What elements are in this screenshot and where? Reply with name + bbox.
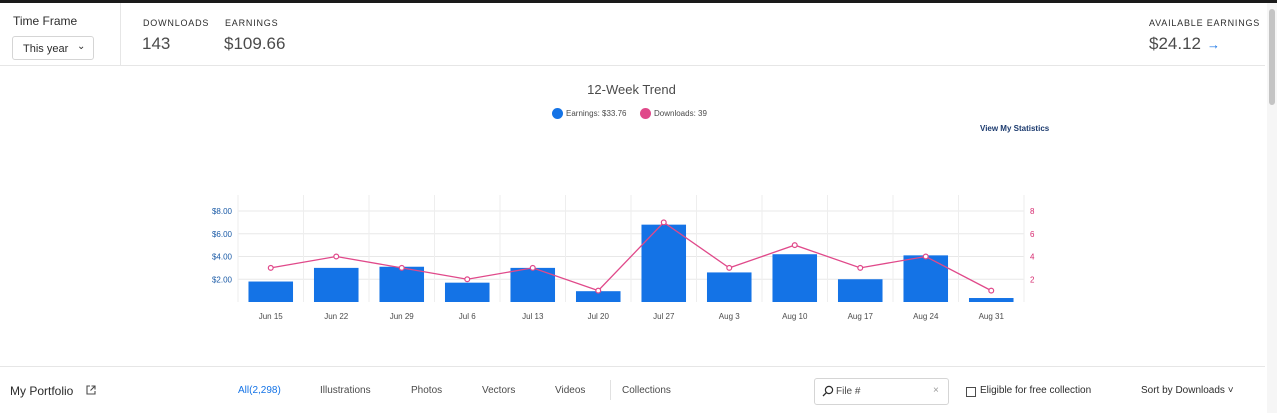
y-tick-left: $6.00 [212,230,233,239]
tab-all[interactable]: All(2,298) [238,385,281,396]
legend-downloads-dot [640,108,651,119]
time-frame-select[interactable]: This year ⌄ [12,36,94,60]
time-frame-label: Time Frame [13,14,78,28]
stats-bar: Time Frame This year ⌄ DOWNLOADS 143 EAR… [0,3,1265,66]
x-tick-label: Jul 27 [653,312,675,321]
search-icon [822,385,834,397]
earnings-bar [772,254,818,302]
earnings-bar [248,281,294,302]
arrow-right-icon: → [1207,37,1220,52]
tab-divider [610,380,611,400]
x-tick-label: Jul 6 [459,312,476,321]
scrollbar[interactable] [1267,3,1277,413]
downloads-point [922,253,929,260]
x-tick-label: Aug 10 [782,312,808,321]
legend-earnings-dot [552,108,563,119]
y-tick-left: $4.00 [212,253,233,262]
legend-downloads-label: Downloads: 39 [654,109,707,118]
x-tick-label: Jun 15 [259,312,284,321]
earnings-label: EARNINGS [225,18,279,28]
x-tick-label: Jul 20 [588,312,610,321]
earnings-bar [837,279,883,302]
downloads-point [333,253,340,260]
time-frame-value: This year [23,43,69,55]
y-tick-right: 8 [1030,207,1035,216]
y-tick-right: 4 [1030,253,1035,262]
available-earnings-label: AVAILABLE EARNINGS [1149,18,1261,28]
portfolio-title: My Portfolio [10,384,74,398]
downloads-value: 143 [142,34,171,53]
downloads-point [398,264,405,271]
earnings-value: $109.66 [224,34,286,53]
x-tick-label: Jun 29 [390,312,415,321]
earnings-bar [313,267,359,302]
legend-downloads[interactable]: Downloads: 39 [640,108,707,119]
earnings-bar [444,282,490,302]
x-tick-label: Aug 17 [848,312,874,321]
eligible-label[interactable]: Eligible for free collection [980,385,1092,396]
chart-title: 12-Week Trend [587,82,676,97]
legend-earnings[interactable]: Earnings: $33.76 [552,108,627,119]
downloads-point [595,287,602,294]
scrollbar-thumb[interactable] [1269,9,1275,105]
earnings-bar [706,272,752,302]
downloads-point [857,264,864,271]
downloads-point [267,264,274,271]
x-tick-label: Jul 13 [522,312,544,321]
tab-videos[interactable]: Videos [555,385,586,396]
earnings-bar [968,298,1014,302]
downloads-line [270,221,992,292]
tab-vectors[interactable]: Vectors [482,385,516,396]
downloads-point [726,264,733,271]
y-tick-right: 6 [1030,230,1035,239]
view-statistics-link[interactable]: View My Statistics [980,124,1050,133]
earnings-bar [641,224,687,302]
external-link-icon[interactable] [86,385,96,395]
earnings-bar [379,266,425,302]
tab-illustrations[interactable]: Illustrations [320,385,371,396]
x-tick-label: Aug 24 [913,312,939,321]
y-tick-right: 2 [1030,275,1035,284]
downloads-point [988,287,995,294]
sort-dropdown[interactable]: Sort by Downloads ˅ [1141,385,1234,396]
clear-icon[interactable]: × [933,385,939,396]
downloads-point [791,242,798,249]
section-divider [0,366,1265,367]
file-search-input[interactable] [836,384,936,399]
x-tick-label: Aug 31 [979,312,1005,321]
downloads-point [464,276,471,283]
tab-collections[interactable]: Collections [622,385,671,396]
x-tick-label: Aug 3 [719,312,740,321]
legend-earnings-label: Earnings: $33.76 [566,109,627,118]
chevron-down-icon: ⌄ [77,41,86,52]
y-tick-left: $2.00 [212,275,233,284]
top-border [0,0,1277,3]
tab-photos[interactable]: Photos [411,385,443,396]
x-tick-label: Jun 22 [324,312,349,321]
earnings-bar [903,255,949,302]
y-tick-left: $8.00 [212,207,233,216]
file-search[interactable]: × [814,378,949,405]
available-earnings-link[interactable]: $24.12 → [1149,34,1220,54]
trend-chart: $2.00 $4.00 $6.00 $8.00 2 4 6 8 Jun 15 Jun 22 Jun … [212,195,1035,321]
earnings-bar [575,291,621,302]
downloads-point [529,264,536,271]
downloads-label: DOWNLOADS [143,18,210,28]
time-frame-section: Time Frame This year ⌄ [0,3,121,65]
eligible-checkbox[interactable] [966,387,976,397]
available-earnings-value: $24.12 [1149,34,1201,53]
downloads-point [660,219,667,226]
